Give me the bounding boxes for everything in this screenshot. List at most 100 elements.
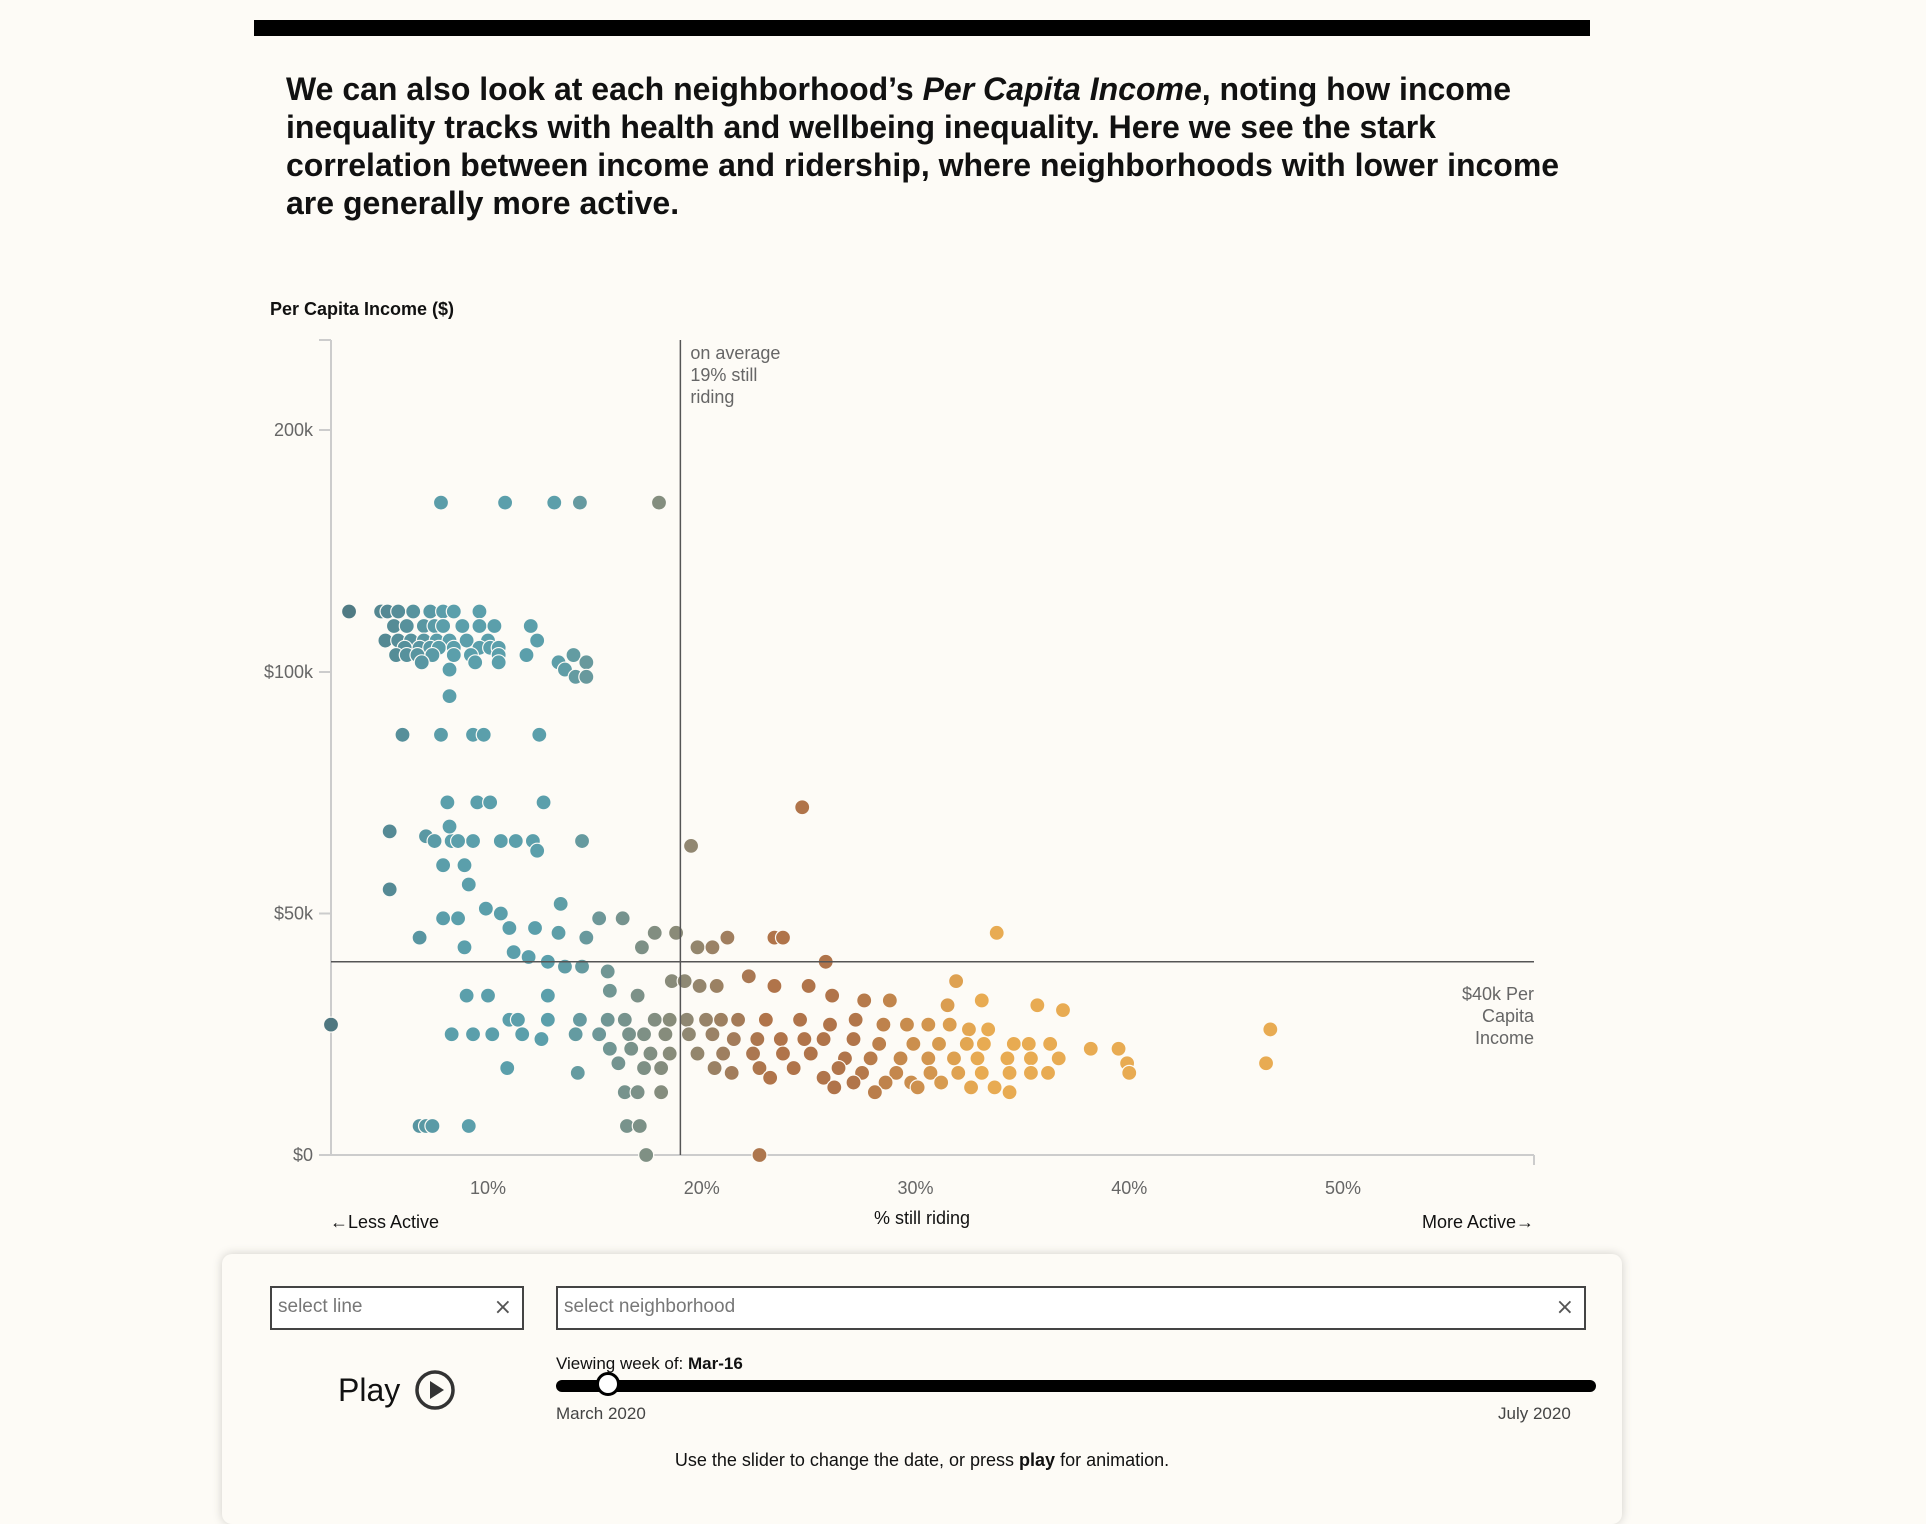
scatter-point xyxy=(340,603,358,620)
scatter-point xyxy=(569,1064,586,1081)
scatter-point xyxy=(723,1064,740,1081)
scatter-point xyxy=(682,837,700,854)
x-tick-label: 30% xyxy=(897,1178,933,1198)
clear-neighborhood-icon[interactable]: × xyxy=(1555,1295,1574,1320)
scatter-point xyxy=(1022,1050,1040,1067)
scatter-point xyxy=(999,1050,1016,1067)
scatter-point xyxy=(464,1026,482,1043)
scatter-point xyxy=(1121,1064,1138,1081)
average-ridership-label: 19% still xyxy=(690,365,757,385)
scatter-point xyxy=(888,1064,905,1081)
slider-end-label: July 2020 xyxy=(1498,1404,1571,1423)
x-axis-title: % still riding xyxy=(874,1208,970,1228)
scatter-point xyxy=(766,977,783,995)
scatter-point xyxy=(578,654,595,671)
scatter-point xyxy=(616,1011,633,1028)
neighborhood-select[interactable]: × xyxy=(556,1286,1586,1330)
play-button[interactable]: Play xyxy=(338,1368,456,1412)
scatter-point xyxy=(845,1074,862,1091)
scatter-point xyxy=(1005,1035,1022,1053)
scatter-point xyxy=(905,1035,922,1053)
date-slider-handle[interactable] xyxy=(596,1372,620,1396)
scatter-point xyxy=(719,929,736,946)
intro-emphasis: Per Capita Income xyxy=(922,71,1202,107)
scatter-point xyxy=(653,1084,670,1101)
clear-line-icon[interactable]: × xyxy=(493,1295,512,1320)
scatter-point xyxy=(477,900,494,917)
scatter-point xyxy=(661,1045,678,1062)
scatter-chart: Per Capita Income ($) $0 $50k $100k 200k 10%… xyxy=(264,299,1535,1232)
scatter-point xyxy=(475,726,492,743)
scatter-point xyxy=(920,1016,937,1033)
scatter-point xyxy=(697,1011,715,1028)
scatter-point xyxy=(824,987,841,1004)
scatter-point xyxy=(830,1059,847,1077)
scatter-point xyxy=(930,1035,948,1053)
scatter-point xyxy=(599,963,616,980)
scatter-point xyxy=(565,646,582,664)
scatter-point xyxy=(762,1069,779,1086)
scatter-point xyxy=(751,1059,768,1077)
scatter-point xyxy=(601,1040,618,1057)
scatter-point xyxy=(646,1011,663,1028)
scatter-point xyxy=(411,929,428,946)
scatter-point xyxy=(552,895,569,912)
scatter-point xyxy=(322,1016,340,1033)
scatter-point xyxy=(454,617,471,635)
neighborhood-select-input[interactable] xyxy=(564,1296,1385,1318)
scatter-point xyxy=(791,1011,809,1028)
scatter-point xyxy=(578,929,595,946)
income-threshold-label: Income xyxy=(1475,1028,1534,1048)
scatter-point xyxy=(744,1045,762,1062)
scatter-point xyxy=(441,661,458,678)
scatter-point xyxy=(531,726,548,743)
scatter-point xyxy=(484,1026,501,1043)
line-select[interactable]: × xyxy=(270,1286,524,1330)
scatter-point xyxy=(646,924,663,941)
scatter-point xyxy=(445,603,462,620)
scatter-point xyxy=(381,823,398,840)
more-active-label: More Active→ xyxy=(1422,1212,1534,1232)
average-ridership-label: on average xyxy=(690,343,780,363)
week-value: Mar-16 xyxy=(688,1354,743,1373)
scatter-point xyxy=(1001,1084,1018,1101)
scatter-point xyxy=(394,726,411,743)
scatter-point xyxy=(518,646,535,664)
line-select-input[interactable] xyxy=(278,1296,478,1318)
y-tick-label: $50k xyxy=(274,904,314,924)
x-tick-label: 20% xyxy=(684,1178,720,1198)
scatter-point xyxy=(866,1084,883,1101)
scatter-point xyxy=(445,646,462,664)
scatter-point xyxy=(725,1030,742,1048)
scatter-point xyxy=(704,939,721,956)
scatter-point xyxy=(629,987,646,1004)
scatter-point xyxy=(715,1045,732,1062)
intro-before: We can also look at each neighborhood’s xyxy=(286,71,923,107)
scatter-point xyxy=(631,1117,648,1135)
y-tick-label: $100k xyxy=(264,662,314,682)
scatter-point xyxy=(960,1021,978,1038)
scatter-point xyxy=(958,1035,975,1053)
scatter-point xyxy=(535,794,552,811)
scatter-point xyxy=(482,794,499,811)
scatter-point xyxy=(680,1026,698,1043)
slider-start-label: March 2020 xyxy=(556,1404,646,1423)
scatter-point xyxy=(1039,1064,1057,1081)
x-tick-label: 40% xyxy=(1111,1178,1147,1198)
scatter-point xyxy=(909,1079,926,1096)
scatter-point xyxy=(689,939,706,956)
scatter-point xyxy=(529,842,546,859)
week-prefix: Viewing week of: xyxy=(556,1354,684,1373)
scatter-point xyxy=(490,654,507,671)
scatter-point xyxy=(638,1146,655,1164)
scatter-point xyxy=(633,939,651,956)
less-active-label: ←Less Active xyxy=(330,1212,439,1232)
scatter-point xyxy=(458,632,475,649)
scatter-point xyxy=(676,973,693,990)
scatter-point xyxy=(620,1026,638,1043)
scatter-point xyxy=(650,494,668,511)
scatter-point xyxy=(441,818,458,835)
scatter-point xyxy=(678,1011,695,1028)
date-slider-track[interactable] xyxy=(556,1380,1596,1392)
